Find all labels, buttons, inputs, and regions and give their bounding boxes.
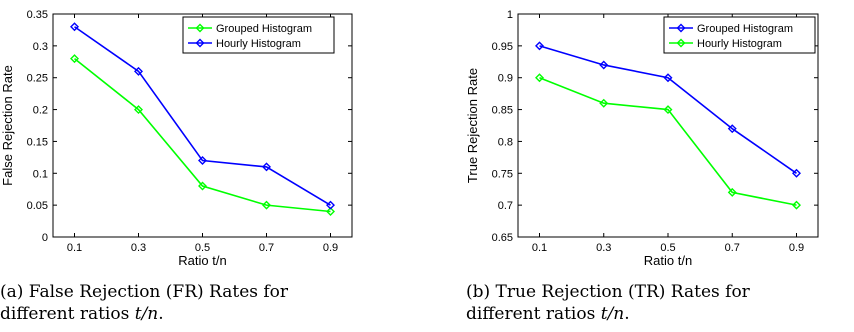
y-tick-label: 0.95 (492, 41, 513, 53)
data-point-marker (70, 22, 79, 32)
y-tick-label: 0 (42, 232, 48, 244)
y-tick-label: 0.2 (33, 105, 48, 117)
y-tick-label: 0.05 (27, 200, 48, 212)
series-line (539, 45, 797, 174)
legend-marker (676, 23, 686, 33)
chart-a: 00.050.10.150.20.250.30.35 0.1 0.3 0.5 0.7 0… (0, 9, 353, 268)
data-point-marker (663, 73, 673, 83)
y-tick-label: 0.1 (33, 168, 48, 180)
chart-a-legend: Grouped Histogram Hourly Histogram (182, 16, 335, 54)
x-tick-label: 0.1 (532, 242, 547, 254)
x-tick-label: 0.7 (725, 242, 740, 254)
caption-b-line2-text: different ratios (466, 304, 601, 324)
legend-box (663, 16, 816, 54)
x-tick-label: 0.5 (660, 242, 675, 254)
caption-a-line2-text: different ratios (0, 304, 135, 324)
x-tick-label: 0.7 (259, 242, 274, 254)
chart-b-legend: Grouped Histogram Hourly Histogram (663, 16, 816, 54)
chart-a-x-ticks: 0.1 0.3 0.5 0.7 0.9 (67, 14, 338, 254)
caption-b: (b) True Rejection (TR) Rates for differ… (466, 281, 750, 325)
data-point-marker (326, 207, 335, 217)
legend-marker (195, 23, 205, 33)
legend-label: Hourly Histogram (216, 38, 301, 50)
caption-a-line2-end: . (158, 304, 164, 324)
chart-b-xlabel: Ratio t/n (644, 253, 692, 268)
legend-label: Grouped Histogram (697, 23, 793, 35)
chart-b: 0.650.70.750.80.850.90.951 0.1 0.3 0.5 0.7 0… (465, 9, 819, 268)
series-line (74, 26, 331, 206)
caption-b-line2: different ratios t/n. (466, 303, 750, 325)
series-line (539, 76, 797, 206)
y-tick-label: 0.7 (498, 200, 513, 212)
data-point-marker (262, 200, 271, 210)
data-point-marker (727, 124, 737, 134)
legend-label: Grouped Histogram (216, 23, 312, 35)
chart-b-ylabel: True Rejection Rate (465, 68, 480, 183)
x-tick-label: 0.9 (789, 242, 804, 254)
y-tick-label: 1 (507, 9, 513, 21)
data-point-marker (198, 156, 207, 166)
caption-b-math: t/n (600, 304, 625, 324)
legend-marker (676, 38, 686, 48)
x-tick-label: 0.3 (596, 242, 611, 254)
x-tick-label: 0.1 (67, 242, 82, 254)
legend-label: Hourly Histogram (697, 38, 782, 50)
caption-b-line2-end: . (624, 304, 630, 324)
caption-a-math: t/n (134, 304, 159, 324)
caption-a-line2: different ratios t/n. (0, 303, 288, 325)
chart-a-y-ticks: 0 0.05 0.1 0.15 0.2 0.25 0.3 0.35 (27, 9, 352, 244)
data-point-marker (198, 181, 207, 191)
chart-a-xlabel: Ratio t/n (178, 253, 226, 268)
legend-marker (195, 38, 205, 48)
chart-a-ylabel: False Rejection Rate (0, 65, 15, 186)
y-tick-label: 0.9 (498, 73, 513, 85)
series-line (74, 57, 331, 213)
legend-box (182, 16, 335, 54)
data-point-marker (535, 41, 544, 51)
data-point-marker (535, 73, 544, 83)
caption-b-line1: (b) True Rejection (TR) Rates for (466, 282, 750, 302)
y-tick-label: 0.15 (27, 136, 48, 148)
data-point-marker (727, 187, 737, 197)
data-point-marker (70, 54, 79, 64)
y-tick-label: 0.3 (33, 41, 48, 53)
data-point-marker (792, 200, 801, 210)
chart-a-series (70, 22, 335, 217)
caption-a: (a) False Rejection (FR) Rates for diffe… (0, 281, 288, 325)
caption-a-line1: (a) False Rejection (FR) Rates for (0, 282, 289, 302)
y-tick-label: 0.8 (498, 136, 513, 148)
y-tick-label: 0.25 (27, 73, 48, 85)
data-point-marker (792, 168, 801, 178)
y-tick-label: 0.65 (492, 232, 513, 244)
y-tick-label: 0.75 (492, 168, 513, 180)
x-tick-label: 0.5 (195, 242, 210, 254)
y-tick-label: 0.85 (492, 105, 513, 117)
data-point-marker (599, 60, 609, 70)
x-tick-label: 0.3 (131, 242, 146, 254)
chart-b-series (535, 41, 801, 210)
data-point-marker (134, 66, 143, 76)
data-point-marker (599, 98, 609, 108)
data-point-marker (326, 200, 335, 210)
data-point-marker (262, 162, 271, 172)
data-point-marker (663, 105, 673, 115)
chart-b-x-ticks: 0.1 0.3 0.5 0.7 0.9 (532, 14, 804, 254)
y-tick-label: 0.35 (27, 9, 48, 21)
chart-b-y-ticks: 0.65 0.7 0.75 0.8 0.85 0.9 0.95 1 (492, 9, 818, 244)
data-point-marker (134, 105, 143, 115)
x-tick-label: 0.9 (323, 242, 338, 254)
